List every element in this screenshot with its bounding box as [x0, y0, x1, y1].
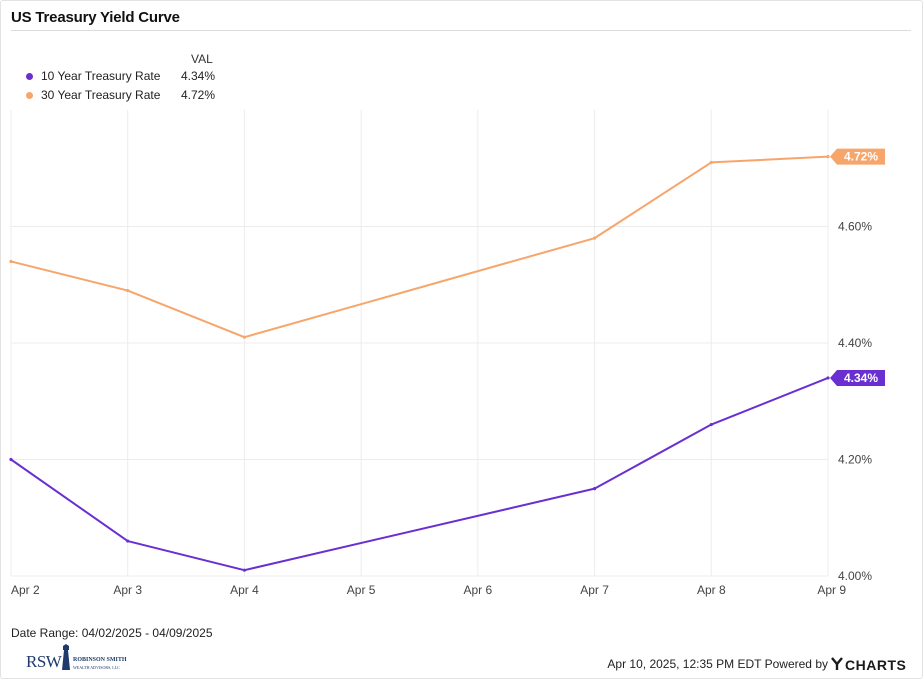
x-tick-label-3: Apr 5: [347, 583, 376, 597]
footer-timestamp: Apr 10, 2025, 12:35 PM EDT Powered by: [607, 657, 828, 671]
y-tick-label-0: 4.00%: [838, 569, 872, 583]
title-divider: [11, 30, 911, 31]
x-tick-label-5: Apr 7: [580, 583, 609, 597]
legend-dot-30-year: [26, 92, 33, 99]
series-0-point-4: [709, 422, 713, 427]
x-tick-label-0: Apr 2: [11, 583, 40, 597]
series-1-point-4: [709, 160, 713, 165]
last-value-flag-1: [830, 148, 885, 165]
logo-text: RSW: [26, 652, 62, 671]
series-1-point-3: [592, 236, 597, 240]
grid: [10, 110, 829, 577]
series-lines: [9, 155, 830, 572]
series-1-point-0: [9, 259, 13, 264]
ycharts-y-mark-icon: [831, 657, 843, 666]
series-1-point-1: [126, 288, 130, 293]
legend-name-30-year: 30 Year Treasury Rate: [41, 88, 161, 102]
y-tick-label-1: 4.20%: [838, 453, 872, 467]
series-0-point-1: [126, 539, 130, 543]
rsw-logo: RSW ROBINSON SMITH WEALTH ADVISORS, LLC: [26, 644, 127, 674]
series-0-point-2: [242, 568, 247, 572]
x-tick-label-1: Apr 3: [113, 583, 142, 597]
x-tick-label-7: Apr 9: [817, 583, 846, 597]
date-range: Date Range: 04/02/2025 - 04/09/2025: [11, 626, 213, 640]
series-1-point-5: [826, 155, 830, 159]
series-1-point-2: [242, 335, 247, 339]
legend-name-10-year: 10 Year Treasury Rate: [41, 69, 161, 83]
series-0-point-5: [826, 376, 830, 380]
last-value-label-0: 4.34%: [844, 371, 878, 385]
legend-value-header: VAL: [191, 52, 213, 66]
lighthouse-icon: [62, 644, 70, 670]
y-tick-label-2: 4.40%: [838, 336, 872, 350]
last-value-label-1: 4.72%: [844, 150, 878, 164]
ycharts-logo[interactable]: CHARTS: [830, 655, 916, 673]
series-0-point-3: [592, 487, 597, 491]
x-tick-label-4: Apr 6: [464, 583, 493, 597]
last-value-flags: 4.34% 4.72%: [830, 148, 885, 386]
series-0-point-0: [9, 457, 13, 462]
logo-firm-subtitle: WEALTH ADVISORS, LLC: [73, 665, 120, 670]
x-tick-label-6: Apr 8: [697, 583, 726, 597]
x-tick-label-2: Apr 4: [230, 583, 259, 597]
series-line-1: [10, 155, 829, 339]
last-value-flag-0: [830, 369, 885, 386]
y-tick-label-3: 4.60%: [838, 220, 872, 234]
legend-dot-10-year: [26, 73, 33, 80]
axes: 4.00% 4.20% 4.40% 4.60% Apr 2 Apr 3 Apr 4 Apr 5…: [11, 220, 872, 598]
chart-title: US Treasury Yield Curve: [11, 9, 180, 26]
legend-value-30-year: 4.72%: [181, 88, 216, 102]
logo-firm-name: ROBINSON SMITH: [73, 657, 127, 663]
ycharts-brand: CHARTS: [845, 657, 906, 673]
legend-value-10-year: 4.34%: [181, 69, 216, 83]
series-line-0: [10, 377, 829, 572]
